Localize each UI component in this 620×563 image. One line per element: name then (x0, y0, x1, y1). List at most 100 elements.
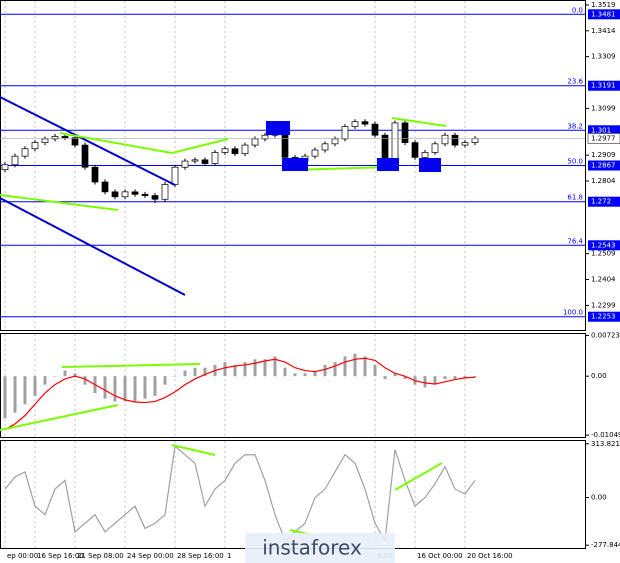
histogram-bar (123, 376, 127, 402)
annotations (0, 96, 447, 536)
y-tick-label: 313.8212 (591, 440, 620, 448)
histogram-bar (3, 376, 7, 419)
x-tick-label: 24 Sep 00:00 (127, 552, 174, 560)
trend-line (391, 117, 447, 127)
candle-body (391, 122, 399, 161)
histogram-bar (453, 376, 457, 379)
macd-pane (0, 333, 586, 438)
candle-body (351, 121, 359, 127)
candle-body (191, 159, 199, 162)
candle-body (221, 148, 229, 153)
y-tick-label: -277.8446 (591, 541, 620, 549)
fib-price-label: 1.2543 (591, 241, 616, 249)
marker-box (266, 121, 290, 135)
histogram-bar (193, 367, 197, 377)
candle-body (321, 143, 329, 151)
y-tick-label: 1.2404 (591, 276, 616, 284)
histogram-bar (303, 373, 307, 377)
trend-line (0, 194, 119, 211)
fib-price-box (588, 9, 620, 20)
candle-body (81, 144, 89, 168)
candle-body (241, 144, 249, 155)
candle-body (31, 142, 39, 150)
histogram-bar (153, 376, 157, 396)
watermark-box (245, 533, 395, 563)
y-tick-label: 1.2804 (591, 177, 616, 185)
candle-body (281, 132, 289, 158)
histogram-bar (253, 359, 257, 377)
fib-price-box (588, 196, 620, 207)
histogram-bar (233, 364, 237, 377)
histogram-bar (433, 376, 437, 385)
candle-body (11, 155, 19, 166)
candle-body (251, 138, 259, 146)
histogram-bar (323, 364, 327, 377)
trend-line (0, 404, 119, 431)
histogram-bar (363, 356, 367, 377)
indicator-line (4, 444, 476, 543)
histogram-bar (173, 376, 177, 377)
fib-price-box (588, 125, 620, 136)
x-tick-label: 16 Oct 00:00 (417, 552, 463, 560)
y-tick-label: 0.00 (591, 372, 607, 380)
candle-body (21, 148, 29, 157)
histogram-bar (103, 376, 107, 399)
watermark: instaforex (262, 536, 362, 560)
histogram-bar (223, 362, 227, 377)
y-tick-label: 0.00723 (591, 332, 620, 340)
candle-body (101, 181, 109, 193)
y-tick-label: 0.00 (591, 494, 607, 502)
histogram-bar (373, 364, 377, 377)
fib-level-label: 76.4 (567, 237, 583, 245)
marker-box (377, 158, 399, 171)
candle-body (231, 148, 239, 155)
histogram-bar (13, 376, 17, 413)
histogram-bar (403, 376, 407, 379)
trend-line (394, 462, 443, 491)
candle-body (61, 136, 69, 139)
histogram-bar (203, 367, 207, 377)
histogram-bar (473, 376, 477, 378)
x-tick-label: 16 Sep 16:00 (37, 552, 84, 560)
histogram-bar (133, 376, 137, 402)
fib-price-label: 1.3481 (591, 10, 616, 18)
fib-price-label: 1.301 (591, 126, 611, 134)
histogram-bar (83, 376, 87, 385)
candle-body (341, 126, 349, 140)
fib-level-label: 100.0 (563, 309, 583, 317)
candle-body (421, 152, 429, 158)
marker-box (282, 158, 308, 171)
histogram-bar (333, 362, 337, 377)
histogram-bar (283, 367, 287, 377)
candle-body (311, 149, 319, 157)
y-tick-label: -0.01049 (591, 431, 620, 439)
trend-line (59, 132, 173, 154)
histogram-bar (63, 370, 67, 377)
histogram-bar (263, 359, 267, 377)
histogram-bar (23, 376, 27, 405)
candle-body (261, 134, 269, 140)
candle-body (411, 142, 419, 158)
indicator-line (4, 357, 476, 431)
fib-price-box (588, 80, 620, 91)
y-tick-label: 1.2909 (591, 151, 616, 159)
candle-body (121, 191, 129, 198)
candle-body (471, 138, 479, 143)
histogram-bar (443, 376, 447, 379)
fib-level-label: 38.2 (567, 122, 583, 130)
fib-level-label: 0.0 (572, 6, 583, 14)
x-tick-label: 20 Oct 16:00 (467, 552, 513, 560)
y-tick-label: 1.3099 (591, 104, 616, 112)
x-tick-label: ep 00:00 (7, 552, 38, 560)
candle-body (401, 122, 409, 143)
candle-body (131, 191, 139, 195)
y-tick-label: 1.2509 (591, 250, 616, 258)
candle-body (451, 134, 459, 146)
histogram-bar (33, 376, 37, 396)
y-tick-label: 1.3309 (591, 53, 616, 61)
x-tick-label: 28 Sep 16:00 (177, 552, 224, 560)
current-price-box (587, 133, 620, 144)
histogram-bar (183, 370, 187, 377)
